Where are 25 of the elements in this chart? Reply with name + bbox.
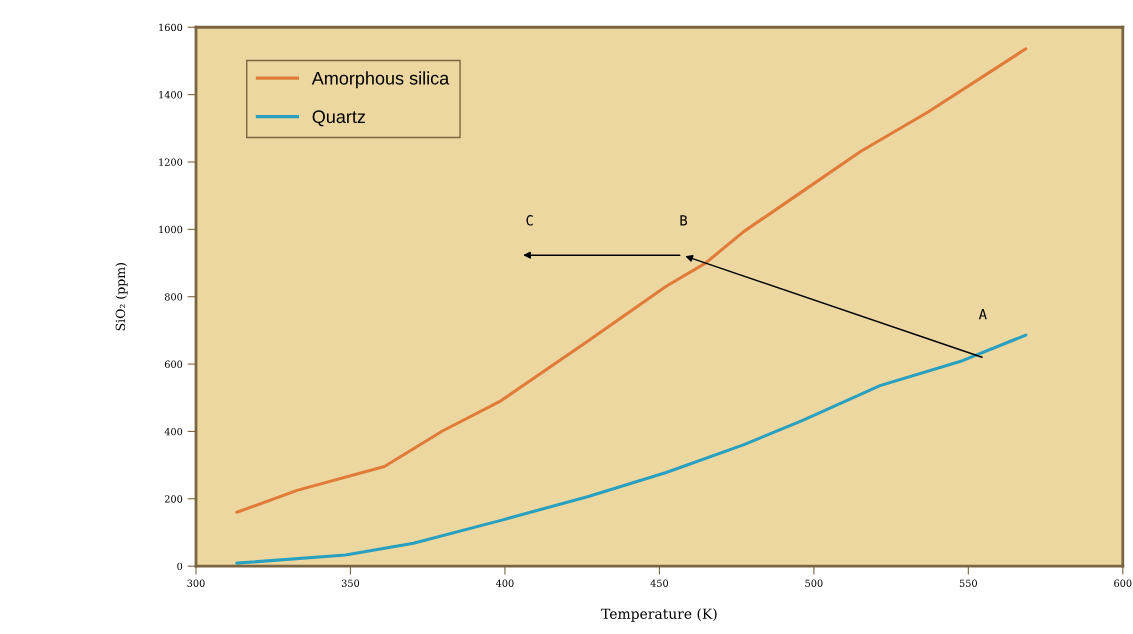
x-axis-title: Temperature (K) <box>601 608 717 622</box>
annotation: C <box>526 215 533 226</box>
x-tick-label: 300 <box>187 579 205 587</box>
x-tick-label: 600 <box>1114 579 1132 587</box>
y-tick-label: 1200 <box>159 158 183 166</box>
y-tick-label: 1400 <box>159 91 183 99</box>
line-series <box>235 47 1028 514</box>
y-tick-label: 1600 <box>159 23 183 32</box>
y-axis-title: SiO₂ (ppm) <box>115 263 128 331</box>
line-series <box>235 333 1028 565</box>
y-tick-label: 800 <box>164 293 183 301</box>
y-tick-label: 400 <box>164 427 183 436</box>
legend-label: Quartz <box>312 110 366 127</box>
x-tick-label: 400 <box>495 579 514 587</box>
x-tick-label: 350 <box>341 579 360 587</box>
x-tick-label: 450 <box>650 579 669 587</box>
x-tick-label: 550 <box>959 579 977 587</box>
y-tick-label: 0 <box>177 562 183 570</box>
x-tick-label: 500 <box>805 579 823 587</box>
annotation: A <box>978 309 987 320</box>
annotation: B <box>680 215 688 226</box>
y-tick-label: 200 <box>164 495 183 503</box>
y-tick-label: 600 <box>164 360 183 368</box>
legend-label: Amorphous silica <box>311 71 450 89</box>
y-tick-label: 1000 <box>159 225 183 234</box>
